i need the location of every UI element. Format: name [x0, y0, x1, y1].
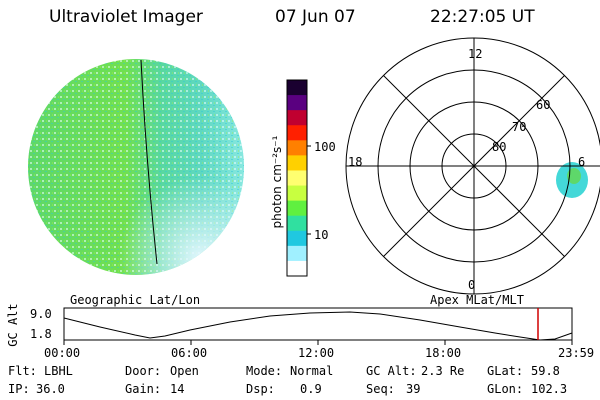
- colorbar-band: [287, 80, 307, 96]
- terminator-line: [140, 59, 158, 265]
- altitude-plot: [63, 307, 573, 345]
- instrument-title: Ultraviolet Imager: [49, 7, 203, 27]
- polar-map-label: Apex MLat/MLT: [430, 293, 524, 307]
- altitude-ytick-1.8: 1.8: [30, 327, 52, 341]
- seq-value: 39: [406, 382, 421, 396]
- flt-label: Flt:: [8, 364, 37, 378]
- xtick-2359: 23:59: [558, 346, 595, 360]
- geo-map-label: Geographic Lat/Lon: [70, 293, 201, 307]
- glon-value: 102.3: [531, 382, 568, 396]
- colorbar: [286, 79, 311, 277]
- ip-value: 36.0: [36, 382, 65, 396]
- altitude-ytick-9: 9.0: [30, 307, 52, 321]
- colorbar-band: [287, 230, 307, 247]
- colorbar-band: [287, 110, 307, 126]
- mlt-label-6: 6: [578, 155, 586, 169]
- lat-label-60: 60: [536, 98, 551, 112]
- ip-label: IP:: [8, 382, 30, 396]
- colorbar-band: [287, 95, 307, 111]
- dsp-label: Dsp:: [246, 382, 275, 396]
- xtick-0600: 06:00: [171, 346, 208, 360]
- glat-value: 59.8: [531, 364, 560, 378]
- mode-value: Normal: [290, 364, 334, 378]
- mlt-label-0: 0: [468, 278, 476, 292]
- colorbar-tick-10: 10: [314, 228, 329, 242]
- gain-value: 14: [170, 382, 185, 396]
- colorbar-band: [287, 245, 307, 262]
- colorbar-band: [287, 260, 307, 277]
- colorbar-band: [287, 170, 307, 187]
- door-label: Door:: [125, 364, 162, 378]
- lat-label-70: 70: [512, 120, 527, 134]
- mode-label: Mode:: [246, 364, 283, 378]
- colorbar-band: [287, 215, 307, 232]
- date-label: 07 Jun 07: [275, 7, 356, 27]
- seq-label: Seq:: [366, 382, 395, 396]
- glat-label: GLat:: [487, 364, 524, 378]
- lat-label-80: 80: [492, 140, 507, 154]
- colorbar-band: [287, 155, 307, 171]
- gcalt-label: GC Alt:: [366, 364, 417, 378]
- colorbar-band: [287, 185, 307, 202]
- gain-label: Gain:: [125, 382, 162, 396]
- mlt-label-18: 18: [348, 155, 363, 169]
- door-value: Open: [170, 364, 199, 378]
- glon-label: GLon:: [487, 382, 524, 396]
- flt-value: LBHL: [44, 364, 73, 378]
- altitude-ylabel: GC Alt: [6, 303, 20, 347]
- dsp-value: 0.9: [300, 382, 322, 396]
- colorbar-band: [287, 125, 307, 141]
- colorbar-unit-label: photon cm⁻²s⁻¹: [270, 135, 284, 229]
- geographic-image: [28, 59, 244, 275]
- colorbar-band: [287, 140, 307, 156]
- mlt-label-12: 12: [468, 47, 483, 61]
- xtick-1800: 18:00: [425, 346, 462, 360]
- xtick-1200: 12:00: [298, 346, 335, 360]
- gcalt-value: 2.3 Re: [421, 364, 465, 378]
- colorbar-tick-100: 100: [314, 140, 336, 154]
- colorbar-band: [287, 200, 307, 217]
- time-label: 22:27:05 UT: [430, 7, 535, 27]
- polar-plot: [345, 37, 600, 295]
- xtick-0000: 00:00: [44, 346, 81, 360]
